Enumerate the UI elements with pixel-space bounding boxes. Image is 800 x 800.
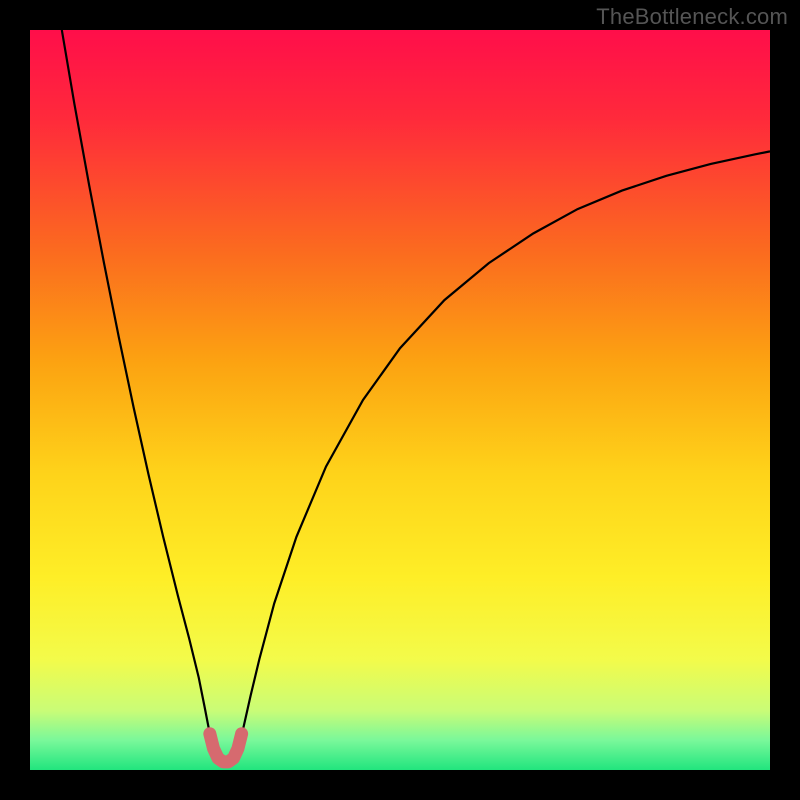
bottleneck-chart (0, 0, 800, 800)
chart-root: TheBottleneck.com (0, 0, 800, 800)
plot-background (30, 30, 770, 770)
